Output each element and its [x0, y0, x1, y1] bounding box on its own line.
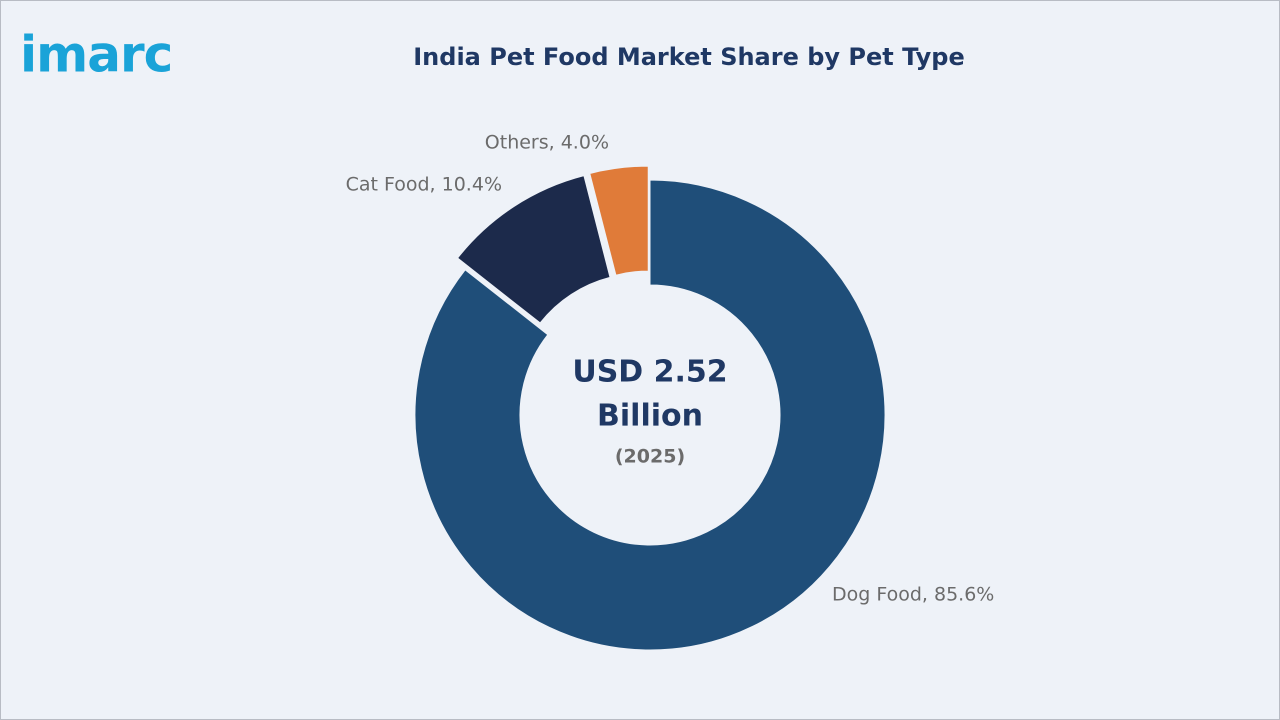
center-subtext: (2025) — [615, 446, 685, 468]
chart-title: India Pet Food Market Share by Pet Type — [413, 43, 964, 71]
center-text: USD 2.52 — [572, 355, 727, 390]
donut-slice — [456, 175, 611, 324]
data-label: Cat Food, 10.4% — [346, 174, 502, 196]
data-label: Dog Food, 85.6% — [832, 584, 994, 606]
donut-slice — [589, 165, 649, 276]
center-text: Billion — [597, 399, 703, 434]
donut-slice — [414, 179, 886, 651]
data-label: Others, 4.0% — [485, 132, 609, 154]
logo: imarc — [20, 26, 172, 84]
